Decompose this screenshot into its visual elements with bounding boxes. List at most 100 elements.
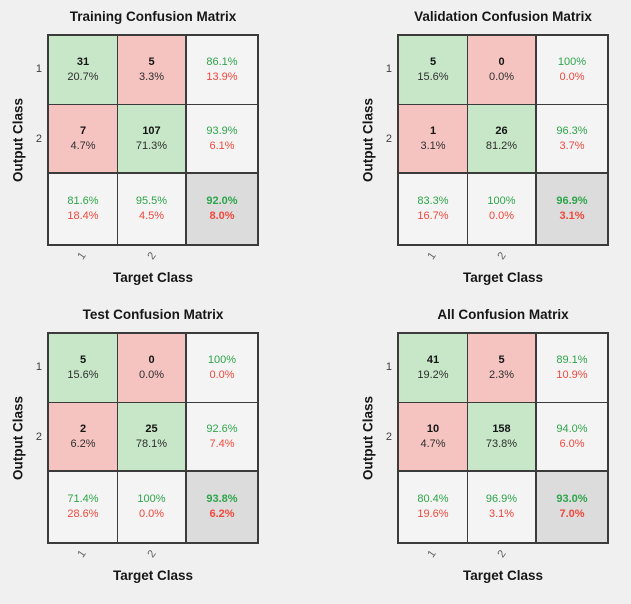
confusion-matrix-grid: 41 19.2% 5 2.3% 89.1% 10.9% 10 4.7% 158 73.8% 94.0…	[397, 332, 609, 544]
cell-percent: 3.7%	[559, 139, 585, 152]
cell-percent: 19.2%	[417, 369, 449, 381]
matrix-cell-summary: 80.4% 19.6%	[399, 472, 468, 542]
matrix-cell-incorrect: 5 2.3%	[468, 334, 537, 403]
cell-percent: 6.2%	[209, 508, 235, 520]
matrix-cell-summary: 100% 0.0%	[537, 36, 607, 105]
cell-value: 7	[79, 124, 87, 137]
matrix-cell-correct: 107 71.3%	[118, 105, 187, 174]
matrix-cell-overall: 93.0% 7.0%	[537, 472, 607, 542]
matrix-cell-summary: 71.4% 28.6%	[49, 472, 118, 542]
matrix-cell-correct: 26 81.2%	[468, 105, 537, 174]
cell-value: 2	[79, 422, 87, 435]
cell-value: 83.3%	[417, 195, 449, 207]
y-axis-tick-label: 2	[35, 431, 42, 443]
x-axis-tick-label: 1	[425, 548, 439, 560]
validation-confusion-matrix-panel: Validation Confusion Matrix Output Class…	[315, 0, 630, 302]
matrix-cell-summary: 96.9% 3.1%	[468, 472, 537, 542]
cell-percent: 19.6%	[417, 508, 449, 520]
cell-value: 41	[426, 354, 440, 366]
cell-value: 86.1%	[206, 56, 238, 68]
cell-percent: 4.5%	[138, 210, 165, 222]
cell-value: 5	[429, 56, 437, 68]
cell-percent: 15.6%	[417, 71, 449, 83]
cell-value: 89.1%	[556, 354, 588, 366]
cell-percent: 0.0%	[488, 210, 515, 222]
panel-title: Test Confusion Matrix	[82, 307, 224, 322]
cell-percent: 6.2%	[70, 437, 96, 450]
matrix-cell-incorrect: 0 0.0%	[468, 36, 537, 105]
matrix-cell-summary: 100% 0.0%	[187, 334, 257, 403]
cell-percent: 20.7%	[67, 71, 99, 83]
matrix-cell-summary: 100% 0.0%	[118, 472, 187, 542]
x-axis-label: Target Class	[112, 270, 194, 285]
cell-percent: 0.0%	[559, 71, 585, 83]
cell-percent: 16.7%	[417, 210, 449, 222]
x-axis-tick-label: 2	[145, 548, 159, 560]
confusion-matrix-grid: 5 15.6% 0 0.0% 100% 0.0% 1 3.1% 26 81.2% 96.3% 3.7%…	[397, 34, 609, 246]
y-axis-tick-label: 1	[385, 361, 392, 373]
cell-percent: 0.0%	[138, 369, 165, 381]
y-axis-tick-label: 2	[385, 431, 392, 443]
y-axis-tick-label: 1	[35, 361, 42, 373]
cell-value: 0	[148, 354, 155, 366]
matrix-cell-summary: 81.6% 18.4%	[49, 174, 118, 244]
cell-percent: 28.6%	[67, 508, 99, 520]
y-axis-tick-label: 1	[35, 63, 42, 75]
y-axis-tick-label: 2	[385, 133, 392, 145]
cell-percent: 78.1%	[135, 437, 168, 450]
cell-value: 107	[142, 124, 161, 137]
cell-percent: 0.0%	[488, 71, 515, 83]
matrix-cell-correct: 41 19.2%	[399, 334, 468, 403]
cell-percent: 13.9%	[206, 71, 238, 83]
matrix-cell-summary: 96.3% 3.7%	[537, 105, 607, 174]
matrix-cell-summary: 86.1% 13.9%	[187, 36, 257, 105]
matrix-cell-incorrect: 5 3.3%	[118, 36, 187, 105]
matrix-cell-incorrect: 2 6.2%	[49, 403, 118, 472]
cell-value: 96.9%	[485, 493, 518, 505]
cell-percent: 7.0%	[559, 508, 585, 520]
cell-percent: 7.4%	[209, 437, 235, 450]
matrix-cell-correct: 31 20.7%	[49, 36, 118, 105]
cell-percent: 71.3%	[135, 139, 168, 152]
cell-value: 93.9%	[206, 124, 238, 137]
cell-percent: 81.2%	[485, 139, 518, 152]
cell-percent: 8.0%	[209, 210, 235, 222]
cell-percent: 3.1%	[488, 508, 515, 520]
cell-value: 93.8%	[206, 493, 238, 505]
cell-percent: 73.8%	[485, 437, 518, 450]
cell-value: 10	[426, 422, 440, 435]
matrix-cell-incorrect: 1 3.1%	[399, 105, 468, 174]
cell-value: 100%	[487, 195, 516, 207]
x-axis-tick-label: 1	[75, 548, 89, 560]
x-axis-tick-label: 1	[75, 250, 89, 262]
matrix-cell-summary: 94.0% 6.0%	[537, 403, 607, 472]
cell-value: 5	[498, 354, 505, 366]
cell-value: 80.4%	[417, 493, 449, 505]
cell-percent: 3.1%	[420, 139, 446, 152]
cell-value: 5	[79, 354, 87, 366]
confusion-matrix-grid: 31 20.7% 5 3.3% 86.1% 13.9% 7 4.7% 107 71.3% 93.9%…	[47, 34, 259, 246]
x-axis-label: Target Class	[462, 568, 544, 583]
matrix-cell-correct: 5 15.6%	[49, 334, 118, 403]
cell-value: 81.6%	[67, 195, 99, 207]
panel-title: Validation Confusion Matrix	[414, 9, 592, 24]
x-axis-tick-label: 2	[495, 548, 509, 560]
matrix-cell-summary: 93.9% 6.1%	[187, 105, 257, 174]
training-confusion-matrix-panel: Training Confusion Matrix Output Class 1…	[0, 0, 315, 302]
matrix-cell-incorrect: 0 0.0%	[118, 334, 187, 403]
matrix-cell-incorrect: 10 4.7%	[399, 403, 468, 472]
cell-value: 1	[429, 124, 437, 137]
cell-percent: 0.0%	[138, 508, 165, 520]
cell-value: 31	[76, 56, 90, 68]
cell-value: 0	[498, 56, 505, 68]
cell-value: 96.3%	[556, 124, 588, 137]
cell-percent: 2.3%	[488, 369, 515, 381]
cell-value: 94.0%	[556, 422, 588, 435]
cell-percent: 10.9%	[556, 369, 588, 381]
cell-value: 92.0%	[206, 195, 238, 207]
cell-value: 100%	[137, 493, 166, 505]
cell-percent: 4.7%	[70, 139, 96, 152]
cell-value: 26	[495, 124, 508, 137]
cell-value: 158	[492, 422, 511, 435]
